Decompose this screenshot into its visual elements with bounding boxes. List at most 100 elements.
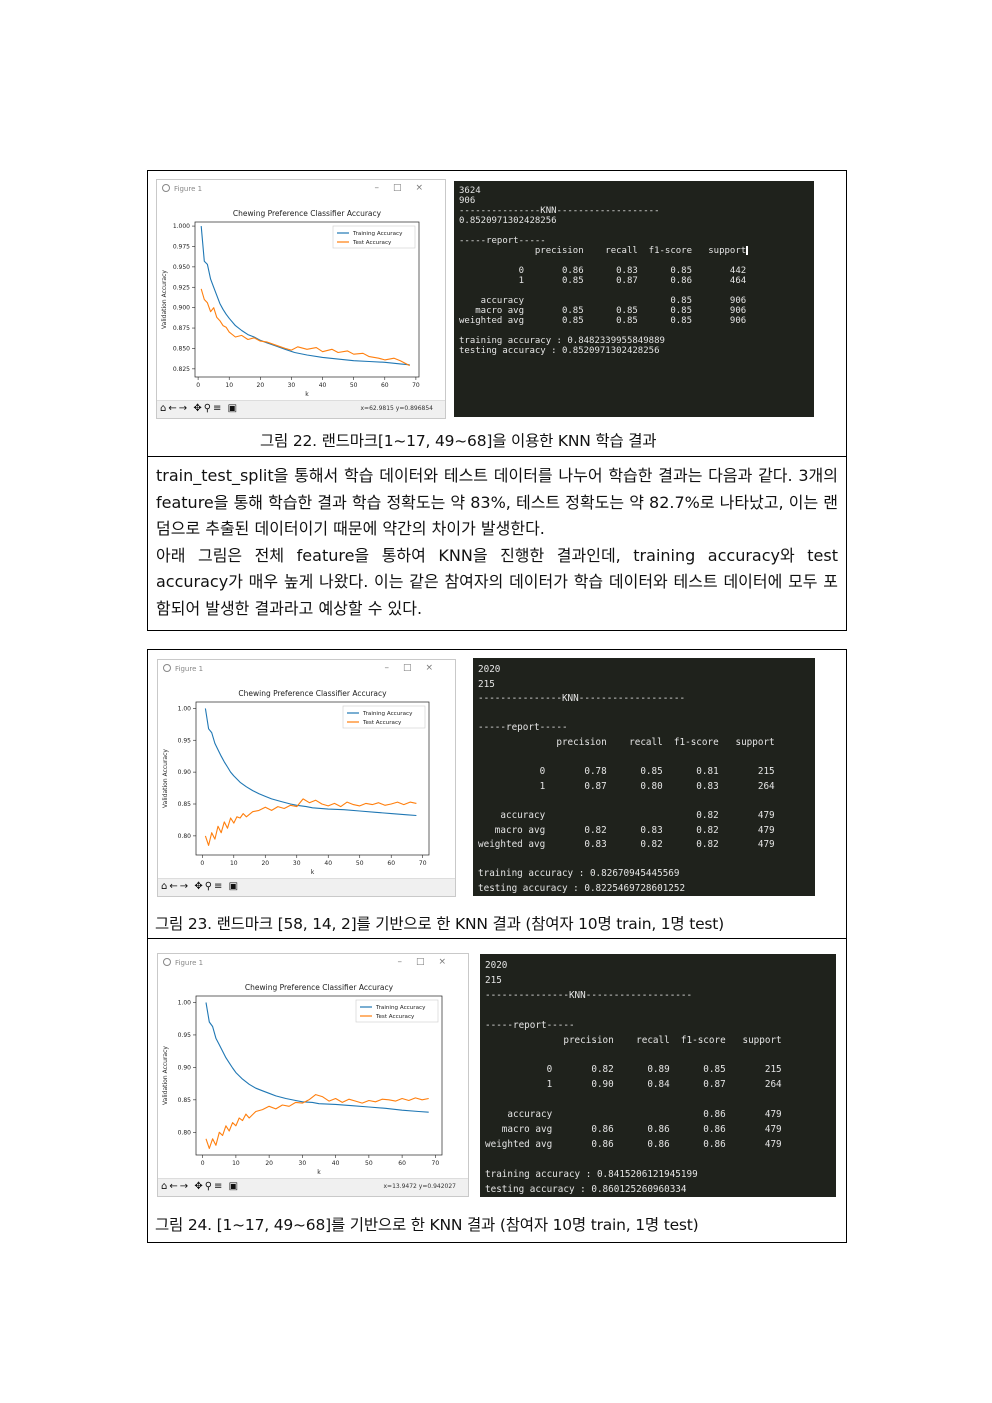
x-tick-label: 30 (293, 860, 301, 867)
back-icon[interactable]: ← (168, 403, 178, 414)
series-line-training (205, 1002, 429, 1113)
terminal-output-2: 2020 215 ---------------KNN-------------… (473, 658, 815, 896)
figure-box-2: Figure 1 –□× Chewing Preference Classifi… (147, 649, 847, 1243)
zoom-icon[interactable]: ⚲ (204, 881, 214, 892)
y-tick-label: 0.95 (178, 737, 192, 744)
y-tick-label: 0.950 (173, 264, 190, 271)
y-tick-label: 1.00 (178, 999, 192, 1006)
y-tick-label: 0.85 (178, 1097, 192, 1104)
x-tick-label: 70 (419, 860, 427, 867)
pan-icon[interactable]: ✥ (193, 403, 203, 414)
chart-title: Chewing Preference Classifier Accuracy (238, 689, 387, 698)
legend-label: Test Accuracy (352, 240, 392, 246)
pan-icon[interactable]: ✥ (194, 1181, 204, 1192)
plot-area (195, 995, 443, 1156)
y-axis-label: Validation Accuracy (161, 270, 168, 329)
x-tick-label: 40 (319, 382, 327, 389)
x-tick-label: 10 (230, 860, 238, 867)
configure-icon[interactable]: ≡ (213, 403, 223, 414)
x-tick-label: 60 (398, 1160, 406, 1167)
x-tick-label: 0 (196, 382, 200, 389)
y-tick-label: 0.90 (178, 769, 192, 776)
forward-icon[interactable]: → (179, 881, 190, 892)
zoom-icon[interactable]: ⚲ (203, 403, 213, 414)
series-line-test (200, 288, 410, 367)
x-tick-label: 40 (324, 860, 332, 867)
y-tick-label: 0.90 (178, 1064, 192, 1071)
x-tick-label: 60 (387, 860, 395, 867)
paragraph-1: train_test_split을 통해서 학습 데이터와 테스트 데이터를 나… (156, 466, 838, 538)
figure-caption-3: 그림 24. [1~17, 49~68]를 기반으로 한 KNN 결과 (참여자… (155, 1216, 699, 1234)
body-paragraph: train_test_split을 통해서 학습 데이터와 테스트 데이터를 나… (156, 463, 838, 622)
accuracy-chart: Chewing Preference Classifier Accuracy 0 1… (162, 983, 443, 1176)
y-tick-label: 0.925 (173, 284, 190, 291)
legend (342, 705, 426, 729)
x-tick-label: 30 (288, 382, 296, 389)
chart-title: Chewing Preference Classifier Accuracy (233, 209, 382, 218)
window-title: Figure 1 (175, 665, 204, 673)
y-tick-label: 0.875 (173, 325, 190, 332)
x-tick-label: 10 (232, 1160, 240, 1167)
window-titlebar: Figure 1 –□× (158, 660, 455, 678)
home-icon[interactable]: ⌂ (161, 881, 169, 892)
home-icon[interactable]: ⌂ (161, 1181, 169, 1192)
y-tick-label: 0.80 (178, 1129, 192, 1136)
terminal-text: 2020 215 ---------------KNN-------------… (478, 664, 775, 894)
accuracy-chart: Chewing Preference Classifier Accuracy 0 1… (161, 209, 420, 398)
save-icon[interactable]: ▣ (228, 1181, 240, 1192)
save-icon[interactable]: ▣ (228, 881, 240, 892)
legend (332, 225, 416, 249)
cursor-coordinates: x=13.9472 y=0.942027 (383, 1183, 456, 1190)
forward-icon[interactable]: → (178, 403, 189, 414)
back-icon[interactable]: ← (169, 881, 179, 892)
x-tick-label: 50 (350, 382, 358, 389)
configure-icon[interactable]: ≡ (214, 1181, 224, 1192)
legend-label: Training Accuracy (362, 711, 413, 717)
legend-label: Test Accuracy (362, 720, 402, 726)
x-tick-label: 40 (332, 1160, 340, 1167)
x-tick-label: 70 (412, 382, 420, 389)
x-tick-label: 50 (356, 860, 364, 867)
terminal-text: 2020 215 ---------------KNN-------------… (485, 960, 782, 1195)
y-axis-label: Validation Accuracy (162, 749, 169, 808)
configure-icon[interactable]: ≡ (214, 881, 224, 892)
window-titlebar: Figure 1 –□× (157, 180, 445, 198)
home-icon[interactable]: ⌂ (160, 403, 168, 414)
legend-label: Training Accuracy (375, 1005, 426, 1011)
chart-title: Chewing Preference Classifier Accuracy (245, 983, 394, 992)
terminal-text: 3624 906 ---------------KNN-------------… (459, 186, 749, 356)
y-tick-label: 1.000 (173, 223, 190, 230)
figure-box-1: Figure 1 –□× Chewing Preference Classifi… (147, 170, 847, 631)
x-axis-label: k (311, 869, 315, 876)
legend (355, 999, 439, 1023)
x-tick-label: 0 (200, 860, 204, 867)
window-title: Figure 1 (174, 185, 203, 193)
x-tick-label: 30 (299, 1160, 307, 1167)
window-controls[interactable]: –□× (374, 183, 437, 193)
forward-icon[interactable]: → (179, 1181, 190, 1192)
back-icon[interactable]: ← (169, 1181, 179, 1192)
x-tick-label: 60 (381, 382, 389, 389)
y-tick-label: 0.80 (178, 833, 192, 840)
window-controls[interactable]: –□× (384, 663, 447, 673)
y-tick-label: 1.00 (178, 705, 192, 712)
divider (148, 938, 846, 939)
window-title: Figure 1 (175, 959, 204, 967)
save-icon[interactable]: ▣ (227, 403, 239, 414)
cursor-coordinates: x=62.9815 y=0.896854 (360, 405, 433, 412)
window-controls[interactable]: –□× (397, 957, 460, 967)
pan-icon[interactable]: ✥ (194, 881, 204, 892)
y-tick-label: 0.95 (178, 1032, 192, 1039)
x-tick-label: 70 (432, 1160, 440, 1167)
figure-caption-2: 그림 23. 랜드마크 [58, 14, 2]를 기반으로 한 KNN 결과 (… (155, 915, 725, 933)
matplotlib-icon (163, 664, 171, 672)
y-tick-label: 0.850 (173, 345, 190, 352)
plot-toolbar: ⌂←→ ✥⚲≡ ▣ x=62.9815 y=0.896854 (157, 400, 445, 418)
plot-toolbar: ⌂←→ ✥⚲≡ ▣ x=13.9472 y=0.942027 (158, 1178, 468, 1196)
zoom-icon[interactable]: ⚲ (204, 1181, 214, 1192)
paragraph-2: 아래 그림은 전체 feature을 통하여 KNN을 진행한 결과인데, tr… (156, 545, 838, 618)
legend-label: Test Accuracy (375, 1014, 415, 1020)
x-axis-label: k (305, 391, 309, 398)
y-tick-label: 0.85 (178, 801, 192, 808)
x-tick-label: 20 (257, 382, 265, 389)
